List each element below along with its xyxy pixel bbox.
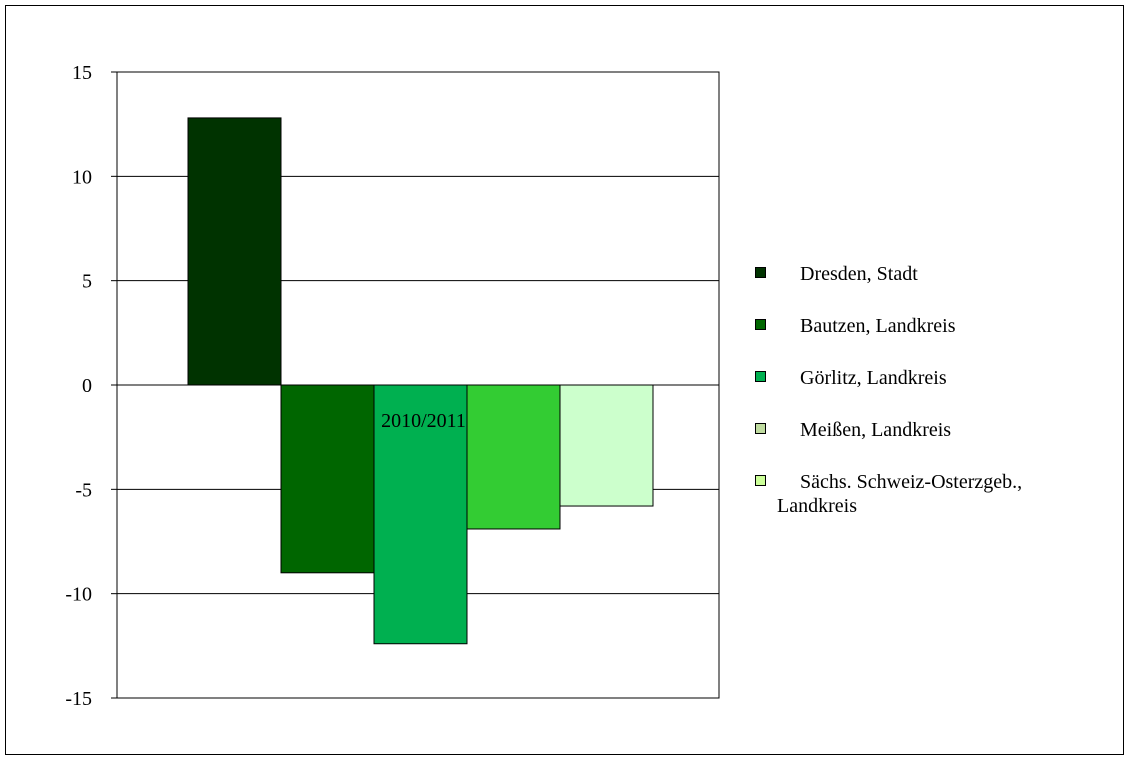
- legend-label-goerlitz: Görlitz, Landkreis: [800, 367, 947, 389]
- legend-swatch-saechs-schweiz: [755, 475, 766, 486]
- legend-swatch-bautzen: [755, 319, 766, 330]
- legend-label-dresden: Dresden, Stadt: [800, 263, 918, 285]
- bar-5: [559, 384, 654, 507]
- category-label: 2010/2011: [381, 410, 466, 432]
- legend-item-dresden: Dresden, Stadt: [752, 262, 1112, 286]
- y-tick-label: -5: [75, 479, 92, 501]
- legend-item-bautzen: Bautzen, Landkreis: [752, 314, 1112, 338]
- legend-item-meissen: Meißen, Landkreis: [752, 418, 1112, 442]
- y-tick-label: 5: [82, 271, 92, 293]
- legend-item-goerlitz: Görlitz, Landkreis: [752, 366, 1112, 390]
- y-axis-ticks: 15 10 5 0 -5 -10 -15: [65, 62, 117, 710]
- y-tick-label: -10: [65, 584, 92, 606]
- legend: Dresden, Stadt Bautzen, Landkreis Görlit…: [752, 262, 1112, 546]
- legend-swatch-meissen: [755, 423, 766, 434]
- y-tick-label: 0: [82, 375, 92, 397]
- legend-label-bautzen: Bautzen, Landkreis: [800, 315, 956, 337]
- bar-3: [373, 384, 468, 645]
- legend-swatch-goerlitz: [755, 371, 766, 382]
- legend-label-saechs-schweiz-line1: Sächs. Schweiz-Osterzgeb.,: [800, 471, 1023, 493]
- bars: [187, 117, 654, 645]
- legend-swatch-dresden: [755, 267, 766, 278]
- legend-label-saechs-schweiz-line2: Landkreis: [777, 495, 857, 517]
- bar-4: [466, 384, 561, 530]
- bar-2: [280, 384, 375, 574]
- legend-item-saechs-schweiz: Sächs. Schweiz-Osterzgeb., Landkreis: [752, 470, 1112, 518]
- legend-label-meissen: Meißen, Landkreis: [800, 419, 952, 441]
- y-tick-label: 10: [72, 166, 92, 188]
- bar-1: [187, 117, 282, 386]
- y-tick-label: 15: [72, 62, 92, 84]
- y-tick-label: -15: [65, 688, 92, 710]
